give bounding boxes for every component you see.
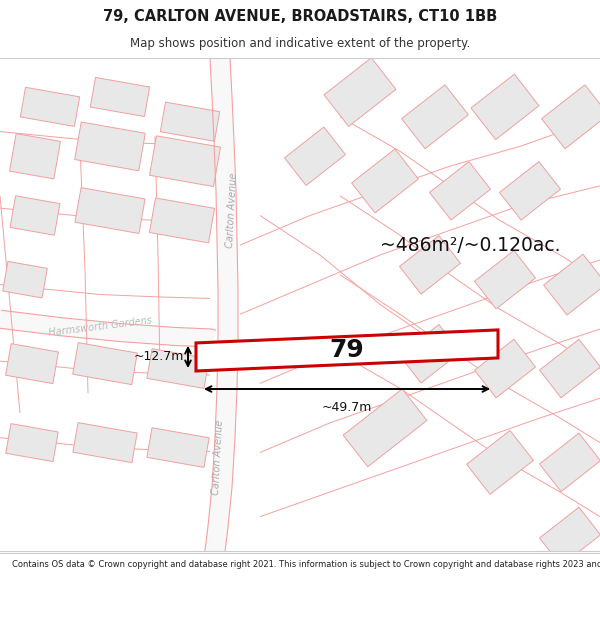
Polygon shape (542, 85, 600, 149)
Polygon shape (73, 342, 137, 384)
Polygon shape (430, 162, 490, 220)
Polygon shape (20, 88, 80, 126)
Polygon shape (149, 136, 220, 187)
Polygon shape (475, 339, 535, 398)
Text: ~49.7m: ~49.7m (322, 401, 372, 414)
Polygon shape (160, 102, 220, 141)
Polygon shape (74, 122, 145, 171)
Polygon shape (147, 349, 209, 388)
Polygon shape (400, 324, 460, 383)
Polygon shape (0, 310, 216, 348)
Polygon shape (401, 85, 469, 149)
Polygon shape (10, 134, 61, 179)
Polygon shape (10, 196, 60, 235)
Polygon shape (539, 339, 600, 398)
Polygon shape (324, 58, 396, 126)
Text: ~486m²/~0.120ac.: ~486m²/~0.120ac. (380, 236, 560, 254)
Polygon shape (343, 389, 427, 467)
Text: Contains OS data © Crown copyright and database right 2021. This information is : Contains OS data © Crown copyright and d… (12, 560, 600, 569)
Polygon shape (149, 198, 215, 243)
Polygon shape (539, 508, 600, 566)
Polygon shape (2, 261, 47, 298)
Polygon shape (539, 433, 600, 492)
Text: Carlton Avenue: Carlton Avenue (225, 173, 239, 248)
Polygon shape (284, 127, 346, 186)
Polygon shape (6, 424, 58, 462)
Text: Harmsworth Gardens: Harmsworth Gardens (48, 315, 152, 338)
Polygon shape (75, 188, 145, 234)
Polygon shape (471, 74, 539, 139)
Polygon shape (5, 344, 58, 384)
Polygon shape (352, 149, 418, 213)
Polygon shape (544, 254, 600, 315)
Polygon shape (91, 78, 149, 117)
Polygon shape (73, 422, 137, 462)
Polygon shape (147, 428, 209, 468)
Text: 79: 79 (329, 339, 364, 362)
Polygon shape (467, 431, 533, 494)
Polygon shape (500, 162, 560, 220)
Text: 79, CARLTON AVENUE, BROADSTAIRS, CT10 1BB: 79, CARLTON AVENUE, BROADSTAIRS, CT10 1B… (103, 9, 497, 24)
Polygon shape (475, 251, 535, 309)
Text: Carlton Avenue: Carlton Avenue (211, 419, 225, 495)
Text: ~12.7m: ~12.7m (134, 351, 184, 364)
Text: Map shows position and indicative extent of the property.: Map shows position and indicative extent… (130, 37, 470, 49)
Polygon shape (400, 236, 460, 294)
Polygon shape (196, 330, 498, 371)
Polygon shape (203, 57, 238, 563)
